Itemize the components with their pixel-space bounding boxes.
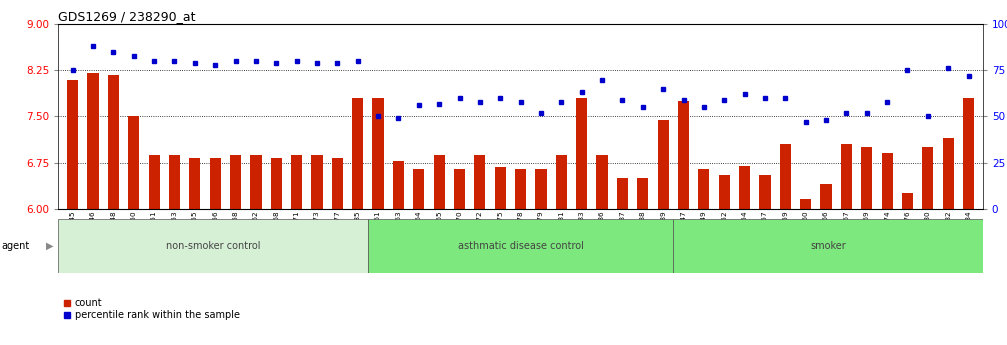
Text: ▶: ▶ xyxy=(46,241,53,251)
Bar xyxy=(494,167,506,209)
Bar xyxy=(169,155,180,209)
Bar xyxy=(67,80,79,209)
Bar xyxy=(128,117,139,209)
Bar xyxy=(209,158,221,209)
Bar xyxy=(189,158,200,209)
Bar xyxy=(674,219,983,273)
Bar xyxy=(963,98,974,209)
Bar xyxy=(88,73,99,209)
Bar xyxy=(779,144,790,209)
Text: GDS1269 / 238290_at: GDS1269 / 238290_at xyxy=(58,10,196,23)
Bar xyxy=(637,178,649,209)
Bar xyxy=(251,155,262,209)
Bar xyxy=(230,155,241,209)
Bar xyxy=(454,169,465,209)
Bar xyxy=(739,166,750,209)
Bar xyxy=(678,101,689,209)
Bar xyxy=(331,158,343,209)
Bar xyxy=(556,155,567,209)
Text: non-smoker control: non-smoker control xyxy=(166,241,261,251)
Text: asthmatic disease control: asthmatic disease control xyxy=(457,241,584,251)
Bar xyxy=(536,169,547,209)
Bar xyxy=(271,158,282,209)
Bar xyxy=(759,175,770,209)
Bar xyxy=(801,199,812,209)
Bar xyxy=(881,153,893,209)
Bar xyxy=(311,155,322,209)
Bar xyxy=(596,155,607,209)
Bar xyxy=(108,75,119,209)
Bar xyxy=(58,219,368,273)
Text: smoker: smoker xyxy=(811,241,846,251)
Bar xyxy=(658,119,669,209)
Bar xyxy=(474,155,485,209)
Bar xyxy=(413,169,424,209)
Bar xyxy=(352,98,364,209)
Bar xyxy=(515,169,527,209)
Bar xyxy=(821,184,832,209)
Bar xyxy=(368,219,674,273)
Bar xyxy=(291,155,302,209)
Bar xyxy=(393,161,404,209)
Bar xyxy=(576,98,587,209)
Bar xyxy=(841,144,852,209)
Bar xyxy=(902,193,913,209)
Text: agent: agent xyxy=(1,241,29,251)
Bar xyxy=(698,169,710,209)
Legend: count, percentile rank within the sample: count, percentile rank within the sample xyxy=(63,298,240,320)
Bar xyxy=(148,155,160,209)
Bar xyxy=(373,98,384,209)
Bar xyxy=(861,147,872,209)
Bar xyxy=(922,147,933,209)
Bar xyxy=(943,138,954,209)
Bar xyxy=(434,155,445,209)
Bar xyxy=(719,175,730,209)
Bar xyxy=(617,178,628,209)
